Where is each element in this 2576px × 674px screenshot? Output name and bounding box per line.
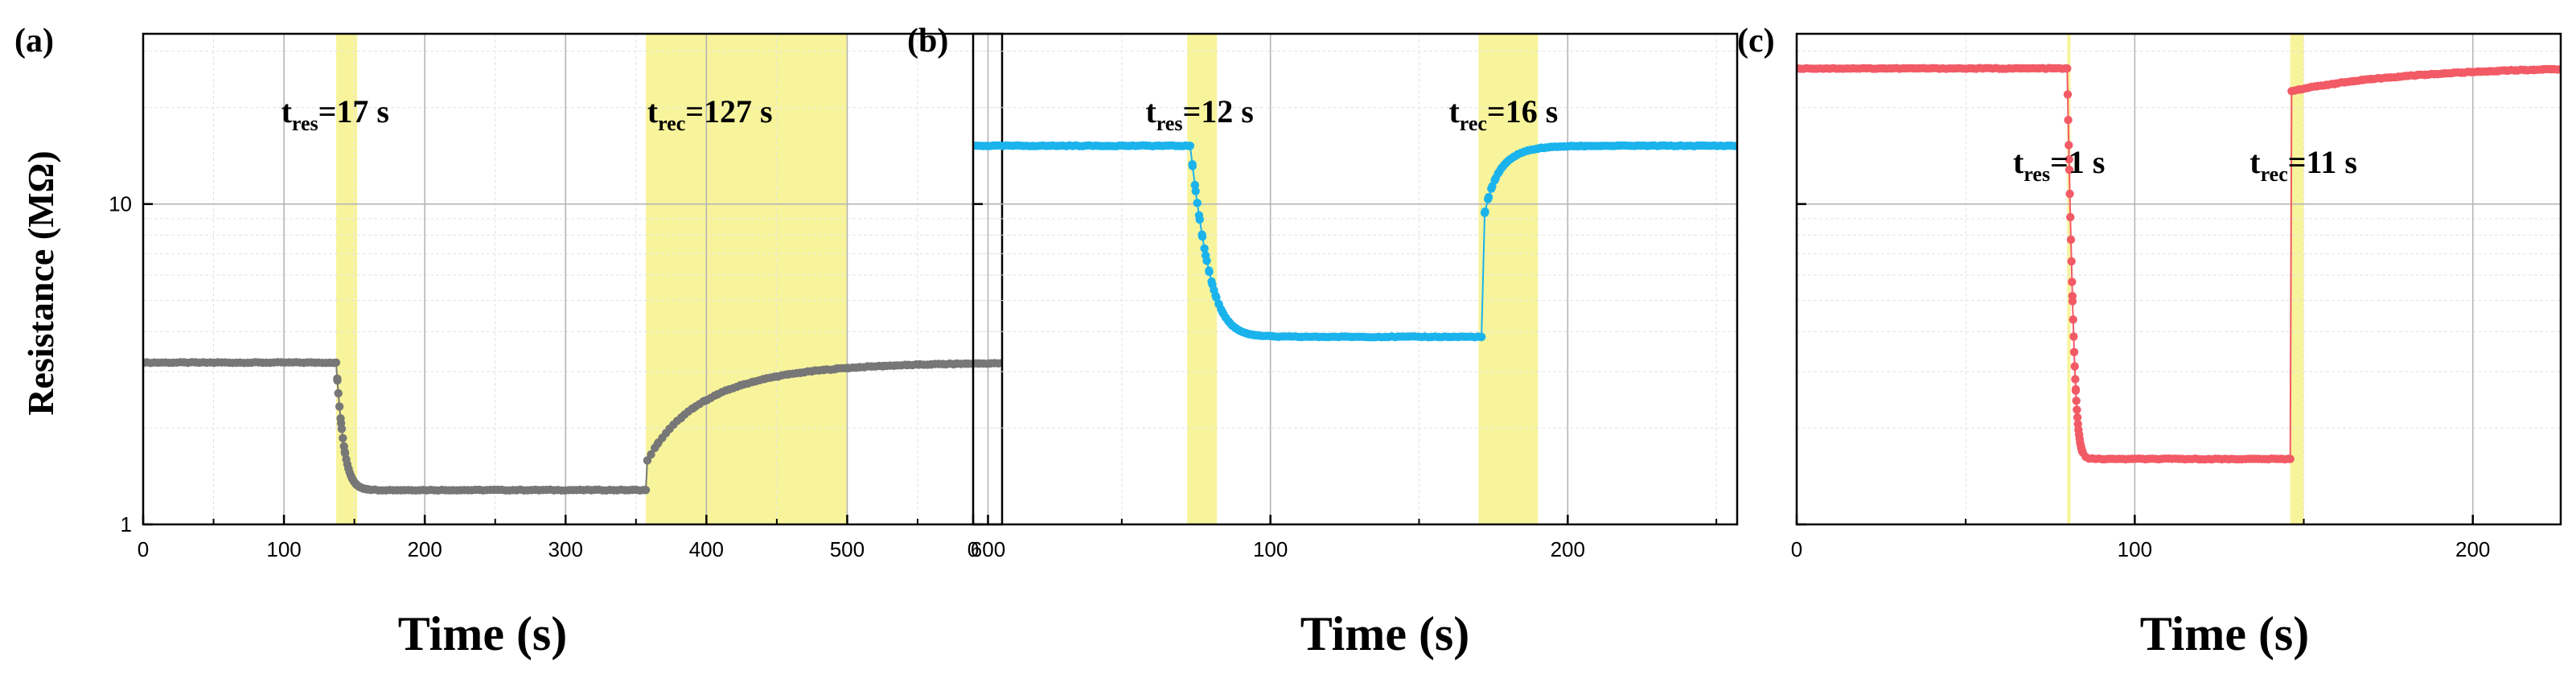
plot-area-a: 0 100 200 300 400 500 600 1 10 tres=17 s trec=127 …: [109, 32, 1005, 561]
data-point: [1205, 267, 1214, 277]
data-point: [2064, 165, 2074, 175]
data-point: [1190, 180, 1200, 190]
shaded-region: [2290, 34, 2304, 524]
shaded-region: [646, 34, 848, 524]
data-point: [2067, 257, 2076, 266]
series-line: [143, 361, 1002, 491]
annotation: tres=1 s: [2013, 144, 2105, 186]
data-point: [641, 486, 651, 495]
x-axis-title-c: Time (s): [2140, 607, 2310, 660]
plot-frame: [142, 32, 1004, 526]
data-point: [334, 388, 343, 398]
data-point: [1212, 293, 1221, 302]
data-point: [2064, 155, 2073, 164]
annotation: tres=12 s: [1145, 93, 1253, 135]
x-axis-title-a: Time (s): [398, 607, 568, 660]
x-tick-label: 400: [689, 537, 724, 561]
shaded-region: [335, 34, 358, 524]
x-tick-label: 100: [266, 537, 301, 561]
data-point: [1202, 257, 1211, 265]
panel-label-c: (c): [1737, 23, 1775, 60]
y-axis-title-a: Resistance (MΩ): [20, 150, 61, 415]
y-tick-label: 1: [121, 512, 132, 536]
data-series: [143, 358, 1002, 495]
gridlines: [972, 34, 1737, 524]
data-point: [2065, 189, 2074, 199]
x-tick-label: 100: [1253, 537, 1288, 561]
data-point: [1484, 192, 1493, 202]
plot-frame: [1795, 32, 2562, 526]
data-point: [2072, 397, 2081, 405]
data-point: [1732, 142, 1737, 150]
data-point: [643, 456, 652, 465]
data-point: [2073, 405, 2081, 414]
x-tick-label: 200: [2455, 537, 2490, 561]
x-tick-label: 100: [2118, 537, 2152, 561]
data-series: [1797, 64, 2561, 464]
annotation: trec=16 s: [1448, 93, 1558, 135]
panel-c: 0 100 200 tres=1 s trec=11 s (c) Time (s): [1737, 23, 2562, 660]
x-tick-label: 0: [138, 537, 149, 561]
data-point: [2064, 116, 2073, 125]
y-tick-label: 10: [109, 192, 132, 216]
data-point: [1200, 244, 1209, 253]
data-point: [2064, 141, 2073, 150]
data-point: [337, 425, 347, 434]
data-point: [2068, 277, 2077, 286]
plot-area-b: 0 100 200 tres=12 s trec=16 s: [968, 32, 1739, 561]
x-tick-label: 200: [407, 537, 442, 561]
plot-frame: [972, 32, 1739, 526]
x-tick-label: 300: [548, 537, 583, 561]
data-point: [2286, 454, 2295, 463]
x-tick-label: 0: [968, 537, 979, 561]
data-point: [1198, 232, 1207, 241]
data-point: [2066, 212, 2075, 222]
series-line: [973, 144, 1737, 339]
panel-label-b: (b): [907, 23, 948, 60]
data-point: [2071, 375, 2080, 384]
data-point: [2070, 362, 2079, 371]
data-point: [2069, 315, 2077, 324]
series-line: [1797, 67, 2561, 461]
x-tick-label: 0: [1791, 537, 1802, 561]
data-point: [2556, 64, 2561, 74]
data-point: [1191, 187, 1200, 195]
gridlines: [1796, 34, 2561, 524]
data-point: [331, 358, 341, 367]
data-point: [335, 402, 344, 411]
annotation: tres=17 s: [281, 93, 389, 135]
data-point: [1481, 207, 1489, 216]
panel-b: 0 100 200 tres=12 s trec=16 s (b) Time (s): [907, 23, 1739, 660]
annotation: trec=127 s: [647, 93, 773, 135]
data-point: [339, 434, 347, 442]
data-point: [1185, 142, 1195, 150]
data-point: [2069, 332, 2078, 341]
data-point: [2063, 64, 2072, 73]
panel-a: 0 100 200 300 400 500 600 1 10 tres=17 s trec=127 …: [14, 23, 1005, 660]
data-point: [2069, 347, 2079, 356]
data-point: [1188, 162, 1198, 171]
data-point: [997, 359, 1002, 368]
annotation: trec=11 s: [2249, 144, 2357, 186]
data-point: [647, 450, 655, 459]
data-series: [973, 141, 1737, 342]
plot-area-c: 0 100 200 tres=1 s trec=11 s: [1791, 32, 2562, 561]
x-tick-label: 500: [830, 537, 865, 561]
x-tick-label: 200: [1551, 537, 1585, 561]
panel-label-a: (a): [14, 23, 54, 60]
data-point: [2068, 297, 2077, 306]
data-point: [2073, 413, 2082, 422]
data-point: [1195, 215, 1204, 224]
data-point: [1193, 199, 1202, 208]
shaded-region: [1478, 34, 1539, 524]
data-point: [2071, 386, 2081, 395]
data-point: [2066, 235, 2076, 245]
data-point: [333, 376, 342, 385]
x-tick-label: 600: [971, 537, 1005, 561]
data-point: [2063, 90, 2073, 99]
gridlines: [142, 34, 1002, 524]
data-point: [1477, 332, 1486, 341]
x-axis-title-b: Time (s): [1300, 607, 1470, 660]
